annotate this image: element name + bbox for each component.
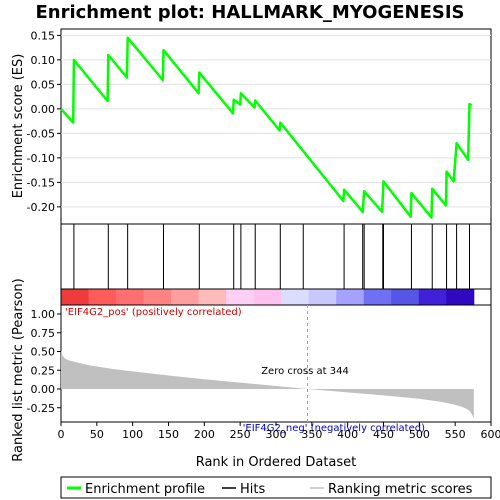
ranking-metric-panel: 1.00 0.75 0.50 0.25 0.00 -0.25 Ranked list me…: [11, 278, 492, 462]
x-tick-label: 200: [194, 428, 215, 441]
heatmap-segment: [253, 289, 282, 305]
heatmap-segment: [281, 289, 310, 305]
x-tick-label: 400: [337, 428, 358, 441]
es-y-tick-label: 0.05: [31, 78, 56, 91]
x-tick-label: 550: [445, 428, 466, 441]
x-axis-label: Rank in Ordered Dataset: [196, 455, 357, 470]
legend-item-ranking-metric: Ranking metric scores: [328, 482, 473, 497]
es-y-tick-label: -0.20: [27, 201, 55, 214]
es-y-tick-label: -0.15: [27, 176, 55, 189]
legend-item-enrichment-profile: Enrichment profile: [85, 482, 205, 497]
heatmap-segment: [336, 289, 365, 305]
heatmap-segment: [391, 289, 420, 305]
heatmap-segment: [171, 289, 200, 305]
ranking-y-axis-label: Ranked list metric (Pearson): [11, 278, 26, 461]
negative-correlation-label: 'EIF4G2_neg' (negatively correlated): [243, 423, 425, 434]
heatmap-segment: [226, 289, 255, 305]
heatmap-segment: [418, 289, 447, 305]
hits-panel: [60, 223, 492, 290]
positive-correlation-label: 'EIF4G2_pos' (positively correlated): [65, 307, 242, 318]
heatmap-segment: [363, 289, 392, 305]
legend-item-hits: Hits: [240, 482, 265, 497]
rm-y-tick-label: 1.00: [31, 308, 56, 321]
chart-title: Enrichment plot: HALLMARK_MYOGENESIS: [35, 2, 464, 23]
rm-y-tick-label: 0.75: [31, 327, 56, 340]
x-tick-label: 300: [266, 428, 287, 441]
x-tick-label: 150: [158, 428, 179, 441]
enrichment-y-axis-label: Enrichment score (ES): [11, 54, 26, 199]
rm-y-tick-label: 0.50: [31, 346, 56, 359]
rank-heatmap-bar: [60, 288, 492, 306]
x-tick-label: 0: [58, 428, 65, 441]
heatmap-segment: [61, 289, 90, 305]
x-tick-label: 450: [373, 428, 394, 441]
x-tick-label: 600: [481, 428, 500, 441]
rm-y-tick-label: 0.00: [31, 383, 56, 396]
rm-y-tick-label: 0.25: [31, 364, 56, 377]
rm-y-tick-label: -0.25: [27, 402, 55, 415]
x-tick-label: 50: [90, 428, 104, 441]
zero-cross-label: Zero cross at 344: [261, 366, 349, 377]
legend: Enrichment profile Hits Ranking metric s…: [60, 476, 492, 499]
x-tick-label: 250: [230, 428, 251, 441]
enrichment-profile-line: [60, 36, 473, 219]
es-y-tick-label: 0.00: [31, 103, 56, 116]
es-y-tick-label: -0.10: [27, 152, 55, 165]
enrichment-panel: 0.15 0.10 0.05 0.00 -0.05 -0.10 -0.15 -0.20 Enr…: [11, 28, 492, 225]
heatmap-segment: [143, 289, 172, 305]
x-axis: 0 50 100 150 200 250 300 350 400 450 500 550 600: [58, 422, 500, 441]
heatmap-segment: [88, 289, 117, 305]
ranking-metric-area: [61, 350, 474, 419]
heatmap-segment: [308, 289, 337, 305]
heatmap-segment: [198, 289, 227, 305]
es-y-tick-label: 0.10: [31, 54, 56, 67]
es-y-tick-label: 0.15: [31, 29, 56, 42]
x-tick-label: 350: [301, 428, 322, 441]
x-tick-label: 500: [409, 428, 430, 441]
heatmap-segment: [116, 289, 145, 305]
es-y-tick-label: -0.05: [27, 127, 55, 140]
x-tick-label: 100: [122, 428, 143, 441]
heatmap-segment: [446, 289, 475, 305]
